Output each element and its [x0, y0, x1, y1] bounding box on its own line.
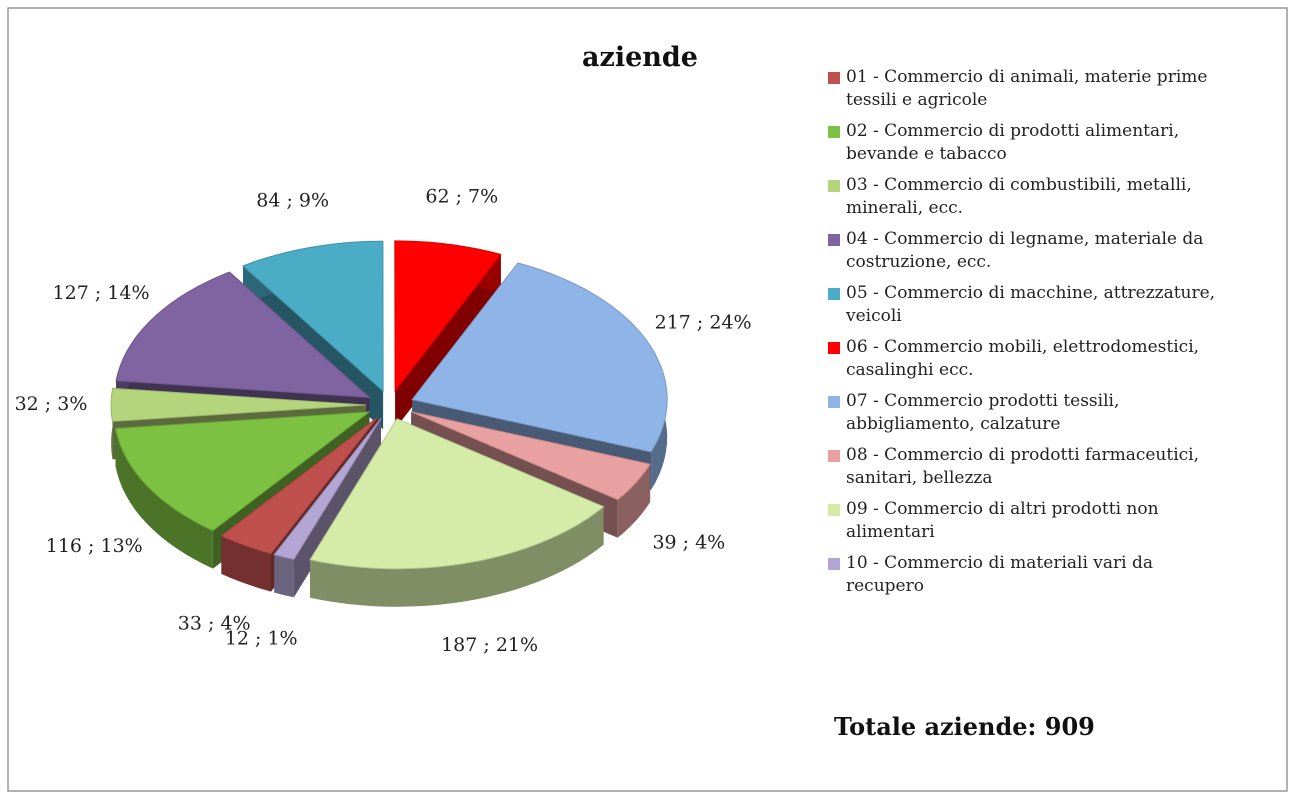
legend-label: 08 - Commercio di prodotti farmaceutici,… — [846, 445, 1200, 488]
legend-label: 07 - Commercio prodotti tessili, abbigli… — [846, 391, 1120, 434]
data-label: 217 ; 24% — [655, 312, 752, 334]
data-label: 12 ; 1% — [225, 627, 298, 649]
legend-swatch — [828, 72, 840, 84]
legend-swatch — [828, 504, 840, 516]
legend-swatch — [828, 234, 840, 246]
legend-item: 04 - Commercio di legname, materiale da … — [826, 228, 1216, 274]
legend-label: 02 - Commercio di prodotti alimentari, b… — [846, 121, 1180, 164]
slice — [411, 411, 651, 501]
legend-item: 09 - Commercio di altri prodotti non ali… — [826, 498, 1216, 544]
legend-label: 06 - Commercio mobili, elettrodomestici,… — [846, 337, 1200, 380]
legend-item: 10 - Commercio di materiali vari da recu… — [826, 552, 1216, 598]
slice — [114, 411, 371, 532]
data-label: 33 ; 4% — [178, 613, 251, 635]
data-label: 32 ; 3% — [15, 393, 88, 415]
legend-label: 01 - Commercio di animali, materie prime… — [846, 67, 1208, 110]
slice-side — [617, 464, 651, 538]
legend-item: 05 - Commercio di macchine, attrezzature… — [826, 282, 1216, 328]
legend-label: 09 - Commercio di altri prodotti non ali… — [846, 499, 1159, 542]
slice — [411, 262, 668, 453]
legend-swatch — [828, 180, 840, 192]
annotation: Totale aziende: 909 — [834, 712, 1095, 741]
slice — [115, 271, 371, 399]
slice — [242, 240, 384, 393]
legend-swatch — [828, 126, 840, 138]
legend-item: 08 - Commercio di prodotti farmaceutici,… — [826, 444, 1216, 490]
legend-swatch — [828, 450, 840, 462]
legend-item: 06 - Commercio mobili, elettrodomestici,… — [826, 336, 1216, 382]
frame — [7, 7, 1288, 792]
slice-side — [310, 506, 604, 607]
data-label: 84 ; 9% — [256, 190, 329, 212]
legend-swatch — [828, 558, 840, 570]
slice — [309, 418, 605, 570]
slice — [394, 240, 502, 393]
slice — [110, 387, 367, 422]
slice — [220, 416, 378, 555]
legend: 01 - Commercio di animali, materie prime… — [826, 66, 1216, 606]
slice-side — [221, 535, 271, 592]
legend-label: 10 - Commercio di materiali vari da recu… — [846, 553, 1154, 596]
data-label: 187 ; 21% — [441, 634, 538, 656]
legend-item: 02 - Commercio di prodotti alimentari, b… — [826, 120, 1216, 166]
data-label: 39 ; 4% — [652, 531, 725, 553]
data-label: 116 ; 13% — [46, 535, 143, 557]
legend-item: 01 - Commercio di animali, materie prime… — [826, 66, 1216, 112]
legend-swatch — [828, 288, 840, 300]
legend-label: 05 - Commercio di macchine, attrezzature… — [846, 283, 1216, 326]
legend-swatch — [828, 342, 840, 354]
slice-side — [395, 254, 501, 429]
data-label: 62 ; 7% — [425, 185, 498, 207]
legend-label: 03 - Commercio di combustibili, metalli,… — [846, 175, 1192, 218]
legend-label: 04 - Commercio di legname, materiale da … — [846, 229, 1204, 272]
chart-title: aziende — [582, 42, 698, 73]
data-label: 127 ; 14% — [53, 282, 150, 304]
slice-side — [115, 428, 213, 569]
legend-swatch — [828, 396, 840, 408]
legend-item: 03 - Commercio di combustibili, metalli,… — [826, 174, 1216, 220]
slice — [273, 417, 382, 560]
slice-side — [274, 554, 294, 598]
legend-item: 07 - Commercio prodotti tessili, abbigli… — [826, 390, 1216, 436]
